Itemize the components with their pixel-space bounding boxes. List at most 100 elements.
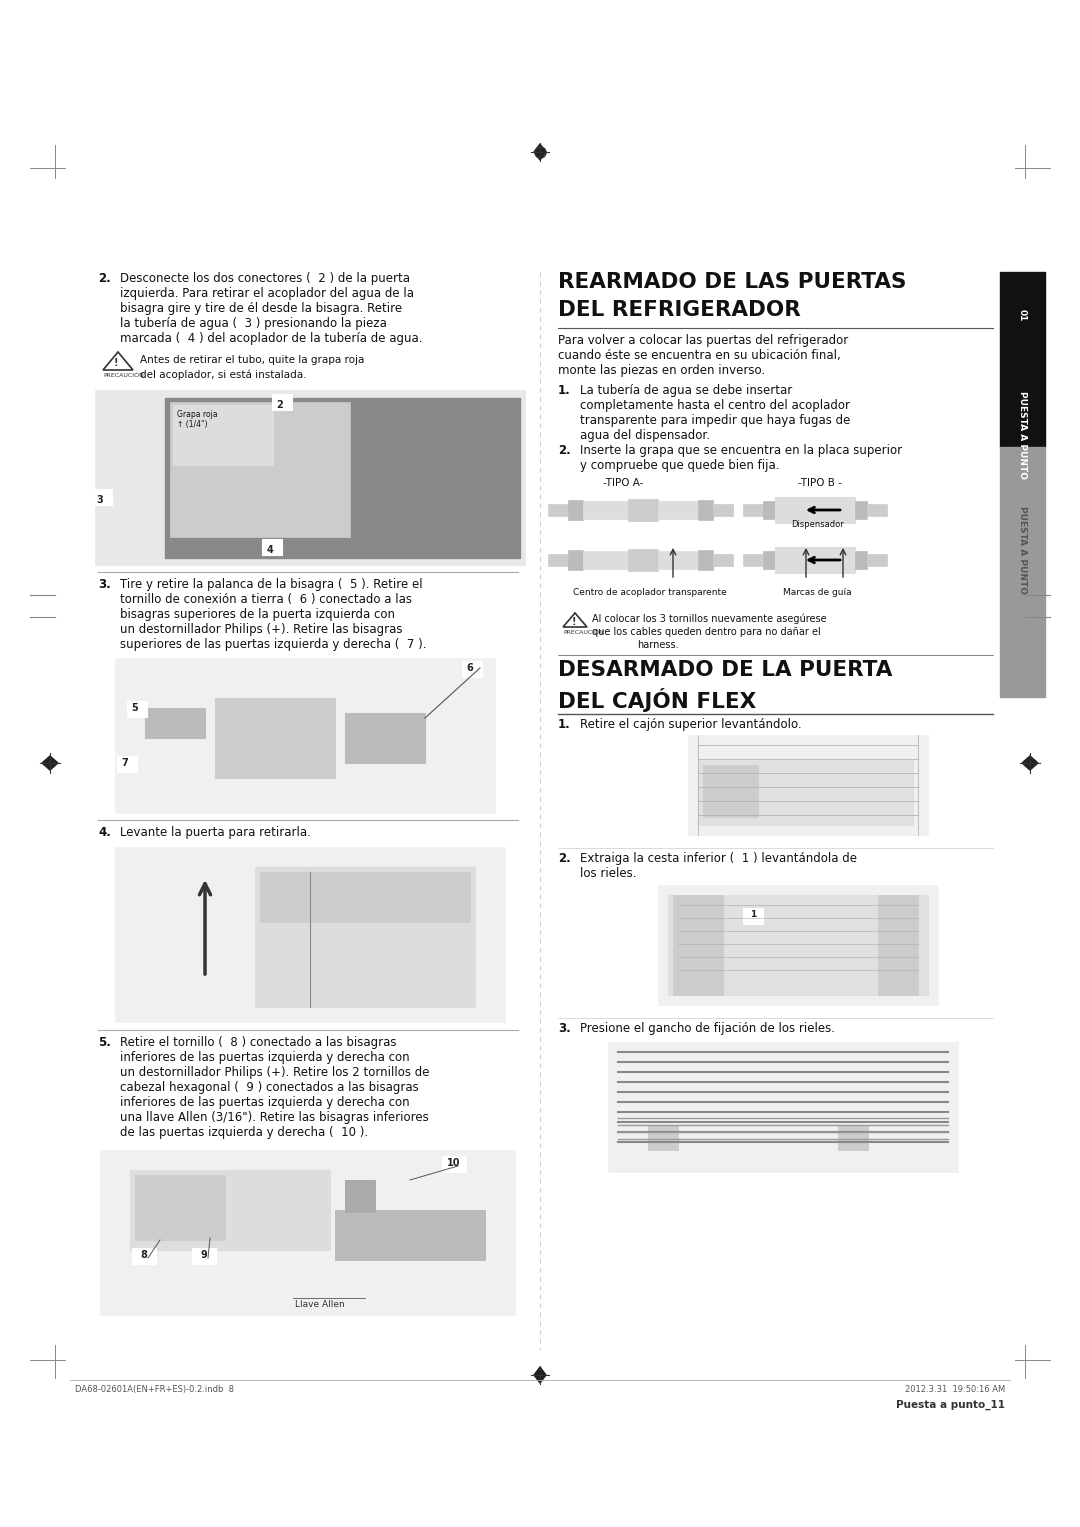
- Bar: [658, 886, 939, 1005]
- Bar: [114, 847, 505, 1022]
- Text: Grapa roja: Grapa roja: [177, 411, 218, 418]
- Text: 1.: 1.: [558, 383, 570, 397]
- Text: 4.: 4.: [98, 826, 111, 838]
- Bar: [698, 760, 913, 825]
- Text: 9: 9: [201, 1251, 207, 1260]
- Text: 2.: 2.: [98, 272, 111, 286]
- Text: la tubería de agua (  3 ) presionando la pieza: la tubería de agua ( 3 ) presionando la …: [120, 318, 387, 330]
- Text: La tubería de agua se debe insertar: La tubería de agua se debe insertar: [580, 383, 793, 397]
- Bar: [114, 658, 495, 812]
- Text: transparente para impedir que haya fugas de: transparente para impedir que haya fugas…: [580, 414, 850, 428]
- Bar: [165, 399, 519, 557]
- Text: 2: 2: [276, 400, 283, 411]
- Text: Tire y retire la palanca de la bisagra (  5 ). Retire el: Tire y retire la palanca de la bisagra (…: [120, 579, 422, 591]
- Text: Presione el gancho de fijación de los rieles.: Presione el gancho de fijación de los ri…: [580, 1022, 835, 1035]
- Text: Llave Allen: Llave Allen: [295, 1299, 345, 1309]
- Bar: [170, 402, 350, 538]
- Bar: [462, 661, 482, 676]
- Text: que los cables queden dentro para no dañar el: que los cables queden dentro para no dañ…: [592, 628, 821, 637]
- Bar: [255, 867, 475, 1006]
- Bar: [627, 499, 658, 521]
- Text: marcada (  4 ) del acoplador de la tubería de agua.: marcada ( 4 ) del acoplador de la tuberí…: [120, 331, 422, 345]
- Bar: [608, 1041, 958, 1173]
- Text: un destornillador Philips (+). Retire los 2 tornillos de: un destornillador Philips (+). Retire lo…: [120, 1066, 430, 1080]
- Bar: [855, 551, 867, 570]
- Text: cuando éste se encuentra en su ubicación final,: cuando éste se encuentra en su ubicación…: [558, 350, 840, 362]
- Bar: [688, 734, 928, 835]
- Bar: [568, 550, 583, 570]
- Text: PUESTA A PUNTO: PUESTA A PUNTO: [1017, 505, 1026, 594]
- Text: Retire el cajón superior levantándolo.: Retire el cajón superior levantándolo.: [580, 718, 801, 731]
- Polygon shape: [534, 144, 546, 160]
- Bar: [272, 394, 292, 411]
- Text: harness.: harness.: [637, 640, 678, 651]
- Text: Desconecte los dos conectores (  2 ) de la puerta: Desconecte los dos conectores ( 2 ) de l…: [120, 272, 410, 286]
- Bar: [95, 389, 525, 565]
- Text: Extraiga la cesta inferior (  1 ) levantándola de: Extraiga la cesta inferior ( 1 ) levantá…: [580, 852, 858, 864]
- Bar: [867, 504, 887, 516]
- Text: Dispensador: Dispensador: [791, 521, 843, 528]
- Text: PRECAUCIÓN: PRECAUCIÓN: [563, 631, 604, 635]
- Text: 1: 1: [750, 910, 756, 919]
- Bar: [698, 499, 713, 521]
- Text: de las puertas izquierda y derecha (  10 ).: de las puertas izquierda y derecha ( 10 …: [120, 1125, 368, 1139]
- Text: bisagra gire y tire de él desde la bisagra. Retire: bisagra gire y tire de él desde la bisag…: [120, 302, 402, 315]
- Bar: [345, 713, 426, 764]
- Text: Puesta a punto_11: Puesta a punto_11: [896, 1400, 1005, 1411]
- Text: 4: 4: [267, 545, 273, 554]
- Text: un destornillador Philips (+). Retire las bisagras: un destornillador Philips (+). Retire la…: [120, 623, 403, 637]
- Text: cabezal hexagonal (  9 ) conectados a las bisagras: cabezal hexagonal ( 9 ) conectados a las…: [120, 1081, 419, 1093]
- Polygon shape: [42, 756, 58, 770]
- Text: !: !: [572, 617, 577, 628]
- Bar: [215, 698, 335, 777]
- Bar: [698, 550, 713, 570]
- Bar: [145, 709, 205, 738]
- Text: Marcas de guía: Marcas de guía: [783, 588, 852, 597]
- Text: 2012.3.31  19:50:16 AM: 2012.3.31 19:50:16 AM: [905, 1385, 1005, 1394]
- Bar: [132, 1248, 156, 1264]
- Text: los rieles.: los rieles.: [580, 867, 636, 880]
- Text: 5: 5: [132, 702, 138, 713]
- Bar: [1000, 447, 1045, 696]
- Text: 3.: 3.: [98, 579, 111, 591]
- Text: ↑ (1/4"): ↑ (1/4"): [177, 420, 207, 429]
- Text: 01: 01: [1017, 308, 1026, 321]
- Text: PUESTA A PUNTO: PUESTA A PUNTO: [1017, 391, 1026, 479]
- Text: 1.: 1.: [558, 718, 570, 731]
- Bar: [117, 756, 137, 773]
- Bar: [743, 504, 762, 516]
- Text: 2.: 2.: [558, 852, 570, 864]
- Text: Para volver a colocar las puertas del refrigerador: Para volver a colocar las puertas del re…: [558, 334, 848, 347]
- Bar: [442, 1156, 465, 1173]
- Bar: [130, 1170, 330, 1251]
- Bar: [648, 1125, 678, 1150]
- Text: 3: 3: [96, 495, 104, 505]
- Bar: [713, 504, 733, 516]
- Bar: [260, 872, 470, 922]
- Bar: [878, 895, 918, 996]
- Bar: [762, 551, 775, 570]
- Bar: [658, 551, 698, 570]
- Text: izquierda. Para retirar el acoplador del agua de la: izquierda. Para retirar el acoplador del…: [120, 287, 414, 299]
- Bar: [1000, 272, 1045, 447]
- Text: inferiores de las puertas izquierda y derecha con: inferiores de las puertas izquierda y de…: [120, 1096, 409, 1109]
- Bar: [335, 1209, 485, 1260]
- Text: monte las piezas en orden inverso.: monte las piezas en orden inverso.: [558, 363, 765, 377]
- Bar: [135, 1174, 225, 1240]
- Text: DA68-02601A(EN+FR+ES)-0.2.indb  8: DA68-02601A(EN+FR+ES)-0.2.indb 8: [75, 1385, 234, 1394]
- Text: Levante la puerta para retirarla.: Levante la puerta para retirarla.: [120, 826, 311, 838]
- Bar: [673, 895, 723, 996]
- Bar: [548, 554, 568, 567]
- Text: una llave Allen (3/16"). Retire las bisagras inferiores: una llave Allen (3/16"). Retire las bisa…: [120, 1112, 429, 1124]
- Text: DESARMADO DE LA PUERTA: DESARMADO DE LA PUERTA: [558, 660, 892, 680]
- Bar: [173, 405, 273, 466]
- Text: Al colocar los 3 tornillos nuevamente asegúrese: Al colocar los 3 tornillos nuevamente as…: [592, 614, 826, 625]
- Bar: [867, 554, 887, 567]
- Text: Inserte la grapa que se encuentra en la placa superior: Inserte la grapa que se encuentra en la …: [580, 444, 902, 457]
- Text: 8: 8: [140, 1251, 148, 1260]
- Text: 3.: 3.: [558, 1022, 570, 1035]
- Bar: [548, 504, 568, 516]
- Bar: [855, 501, 867, 519]
- Bar: [658, 501, 698, 519]
- Bar: [568, 499, 583, 521]
